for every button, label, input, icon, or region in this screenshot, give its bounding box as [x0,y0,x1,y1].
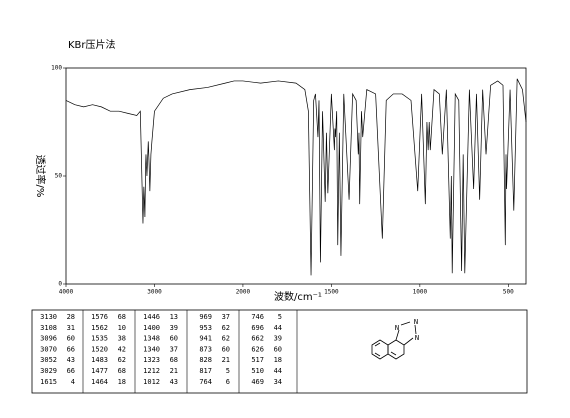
peak-wavenumber: 3108 [40,324,57,332]
x-tick-label: 1500 [324,289,339,296]
peak-wavenumber: 746 [251,313,264,321]
peak-transmittance: 44 [274,324,282,332]
atom-label: N [395,324,399,332]
peak-wavenumber: 1483 [91,356,108,364]
peak-wavenumber: 1012 [143,378,160,386]
y-tick-label: 100 [51,65,62,72]
peak-wavenumber: 969 [199,313,212,321]
peak-transmittance: 5 [278,313,282,321]
peak-transmittance: 18 [274,356,282,364]
x-axis-label: 波数/cm⁻¹ [274,290,322,303]
peak-transmittance: 43 [67,356,75,364]
peak-transmittance: 60 [274,345,282,353]
peak-wavenumber: 3029 [40,367,57,375]
peak-transmittance: 10 [118,324,126,332]
peak-wavenumber: 3130 [40,313,57,321]
peak-transmittance: 38 [118,335,126,343]
peak-transmittance: 66 [67,345,75,353]
peak-transmittance: 39 [274,335,282,343]
peak-wavenumber: 1562 [91,324,108,332]
peak-wavenumber: 953 [199,324,212,332]
peak-wavenumber: 828 [199,356,212,364]
peak-wavenumber: 817 [199,367,212,375]
peak-transmittance: 6 [226,378,230,386]
peak-wavenumber: 1520 [91,345,108,353]
peak-wavenumber: 1446 [143,313,160,321]
peak-transmittance: 28 [67,313,75,321]
spectrum-line [65,78,527,276]
plot-frame [65,67,527,285]
peak-transmittance: 37 [170,345,178,353]
peak-transmittance: 21 [222,356,230,364]
peak-transmittance: 62 [118,356,126,364]
peak-transmittance: 4 [71,378,75,386]
peak-wavenumber: 1340 [143,345,160,353]
peak-wavenumber: 3096 [40,335,57,343]
peak-wavenumber: 1576 [91,313,108,321]
x-tick-label: 1000 [413,289,428,296]
x-tick-label: 2000 [236,289,251,296]
peak-transmittance: 68 [118,367,126,375]
peak-transmittance: 37 [222,313,230,321]
peak-wavenumber: 1348 [143,335,160,343]
peak-wavenumber: 662 [251,335,264,343]
peak-transmittance: 68 [170,356,178,364]
peak-wavenumber: 1212 [143,367,160,375]
peak-wavenumber: 1464 [91,378,108,386]
peak-wavenumber: 1323 [143,356,160,364]
peak-wavenumber: 469 [251,378,264,386]
atom-label: N [414,318,418,326]
peak-transmittance: 43 [170,378,178,386]
y-tick-label: 50 [55,173,63,180]
peak-wavenumber: 941 [199,335,212,343]
peak-wavenumber: 510 [251,367,264,375]
x-tick-label: 500 [503,289,514,296]
peak-transmittance: 66 [67,367,75,375]
peak-transmittance: 21 [170,367,178,375]
peak-wavenumber: 517 [251,356,264,364]
y-tick-label: 0 [58,281,62,288]
peak-transmittance: 39 [170,324,178,332]
peak-transmittance: 60 [222,345,230,353]
peak-wavenumber: 1535 [91,335,108,343]
peak-transmittance: 60 [67,335,75,343]
peak-transmittance: 62 [222,324,230,332]
chart-title: KBr压片法 [68,38,116,51]
peak-transmittance: 44 [274,367,282,375]
peak-wavenumber: 764 [199,378,212,386]
peak-wavenumber: 1477 [91,367,108,375]
peak-transmittance: 18 [118,378,126,386]
peak-transmittance: 13 [170,313,178,321]
peak-wavenumber: 3070 [40,345,57,353]
peak-wavenumber: 3052 [40,356,57,364]
peak-transmittance: 62 [222,335,230,343]
peak-transmittance: 60 [170,335,178,343]
structure [371,321,417,360]
peak-transmittance: 42 [118,345,126,353]
y-axis-label: 透过率/% [34,155,47,198]
peak-transmittance: 5 [226,367,230,375]
peak-wavenumber: 873 [199,345,212,353]
x-tick-label: 3000 [147,289,162,296]
atom-label: N [415,334,419,342]
peak-transmittance: 34 [274,378,282,386]
peak-transmittance: 31 [67,324,75,332]
peak-wavenumber: 626 [251,345,264,353]
peak-wavenumber: 1615 [40,378,57,386]
table-frame [31,309,528,394]
peak-wavenumber: 696 [251,324,264,332]
peak-transmittance: 68 [118,313,126,321]
x-tick-label: 4000 [59,289,74,296]
peak-wavenumber: 1400 [143,324,160,332]
